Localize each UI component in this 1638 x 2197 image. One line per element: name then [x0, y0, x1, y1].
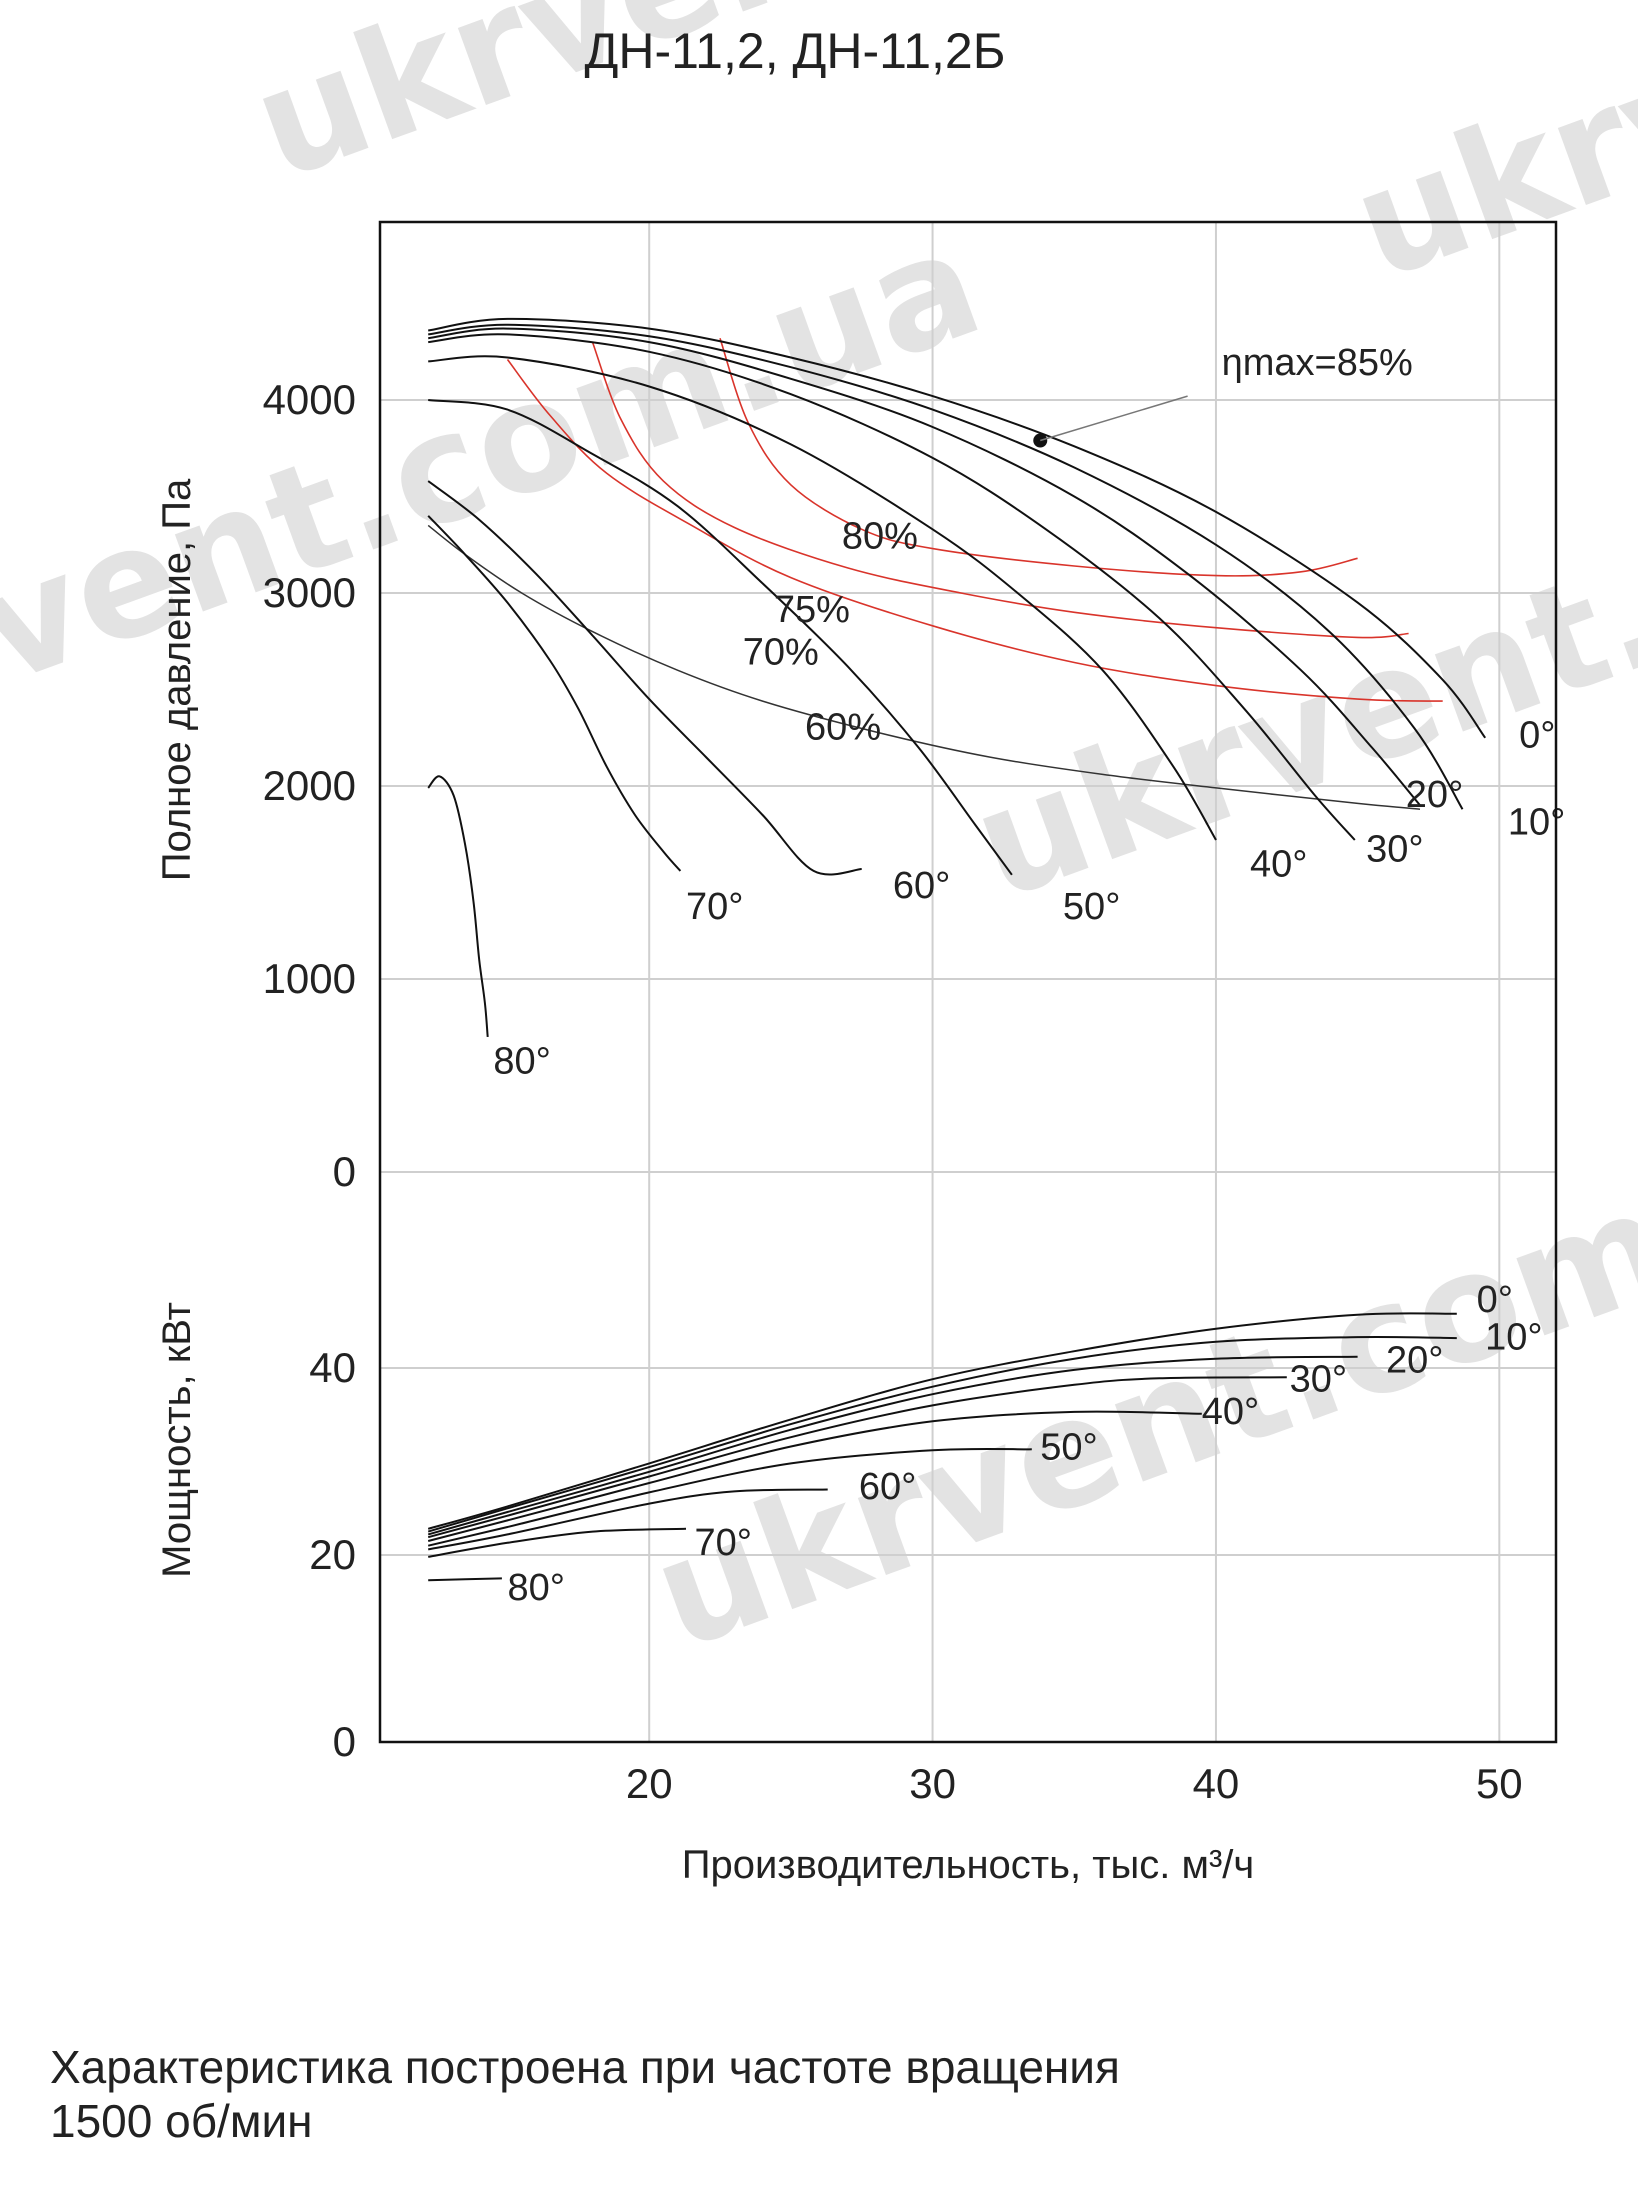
pressure-curve-30 — [428, 333, 1356, 841]
power-curve-0 — [427, 1312, 1457, 1530]
pressure-tick-label: 3000 — [263, 569, 356, 616]
power-curve-70 — [428, 1527, 687, 1558]
chart-title: ДН-11,2, ДН-11,2Б — [584, 23, 1005, 79]
power-label-70: 70° — [695, 1522, 752, 1564]
pressure-label-70: 70° — [686, 886, 743, 928]
power-curve-60 — [428, 1488, 828, 1551]
grid — [380, 222, 1556, 1742]
pressure-label-80: 80° — [493, 1041, 550, 1083]
pressure-tick-label: 4000 — [263, 376, 356, 423]
pressure-tick-label: 2000 — [263, 762, 356, 809]
watermark-text: ukrvent.com.ua — [1333, 0, 1638, 314]
power-curve-80 — [428, 1577, 502, 1582]
power-curve-50 — [427, 1447, 1032, 1547]
max-efficiency-leader — [1040, 395, 1188, 442]
power-tick-label: 20 — [309, 1531, 356, 1578]
x-axis-label: Производительность, тыс. м³/ч — [682, 1843, 1255, 1887]
power-label-20: 20° — [1386, 1340, 1443, 1382]
pressure-label-40: 40° — [1250, 844, 1307, 886]
pressure-curve-50 — [428, 399, 1013, 876]
efficiency-curve-75pct — [591, 341, 1409, 639]
power-label-10: 10° — [1485, 1316, 1542, 1358]
pressure-tick-label: 0 — [333, 1148, 356, 1195]
power-label-40: 40° — [1202, 1391, 1259, 1433]
power-tick-label: 0 — [333, 1718, 356, 1765]
watermark-text: ukrvent.com.ua — [633, 1066, 1638, 1684]
efficiency-curves — [427, 337, 1443, 810]
power-curve-40 — [427, 1410, 1202, 1542]
power-curve-10 — [427, 1335, 1457, 1533]
x-tick-label: 20 — [626, 1760, 673, 1807]
tick-labels: 20 30 40 50 0 1000 2000 3000 4000 0 20 40 — [263, 376, 1523, 1807]
power-curve-30 — [427, 1376, 1287, 1539]
plot-frame — [378, 220, 1558, 1744]
pressure-label-0: 0° — [1519, 714, 1555, 756]
power-axis-label: Мощность, кВт — [155, 1302, 199, 1578]
blade-angle-curves — [427, 317, 1487, 1582]
power-label-30: 30° — [1290, 1358, 1347, 1400]
pressure-curve-20 — [428, 327, 1421, 806]
power-label-0: 0° — [1477, 1279, 1513, 1321]
efficiency-curve-80pct — [719, 337, 1358, 577]
curve-labels: 0°10°20°30°40°50°60°70°80°0°10°20°30°40°… — [493, 342, 1565, 1609]
pressure-curve-80 — [427, 775, 489, 1037]
power-label-80: 80° — [508, 1567, 565, 1609]
efficiency-label-60pct: 60% — [805, 707, 881, 749]
footer-line-2: 1500 об/мин — [50, 2095, 313, 2147]
pressure-label-20: 20° — [1406, 774, 1463, 816]
efficiency-label-70pct: 70% — [743, 631, 819, 673]
pressure-label-30: 30° — [1366, 828, 1423, 870]
efficiency-label-75pct: 75% — [774, 589, 850, 631]
x-tick-label: 30 — [909, 1760, 956, 1807]
pressure-tick-label: 1000 — [263, 955, 356, 1002]
pressure-curve-0 — [428, 317, 1487, 739]
efficiency-label-max85pct: ηmax=85% — [1222, 342, 1413, 384]
pressure-label-60: 60° — [893, 865, 950, 907]
efficiency-curve-70pct — [506, 359, 1443, 702]
footer-line-1: Характеристика построена при частоте вра… — [50, 2041, 1120, 2093]
pressure-curve-70 — [427, 515, 682, 872]
x-tick-label: 50 — [1476, 1760, 1523, 1807]
power-curve-20 — [427, 1355, 1358, 1536]
efficiency-curve-60pct — [427, 524, 1421, 810]
efficiency-label-80pct: 80% — [842, 516, 918, 558]
pressure-axis-label: Полное давление, Па — [155, 478, 199, 881]
power-label-60: 60° — [859, 1466, 916, 1508]
pressure-curve-10 — [428, 323, 1464, 810]
power-tick-label: 40 — [309, 1344, 356, 1391]
pressure-curve-40 — [428, 355, 1217, 841]
power-label-50: 50° — [1040, 1427, 1097, 1469]
x-tick-label: 40 — [1193, 1760, 1240, 1807]
pressure-curve-60 — [427, 480, 862, 876]
rotation-speed-note: Характеристика построена при частоте вра… — [50, 2040, 1550, 2148]
pressure-label-50: 50° — [1063, 886, 1120, 928]
